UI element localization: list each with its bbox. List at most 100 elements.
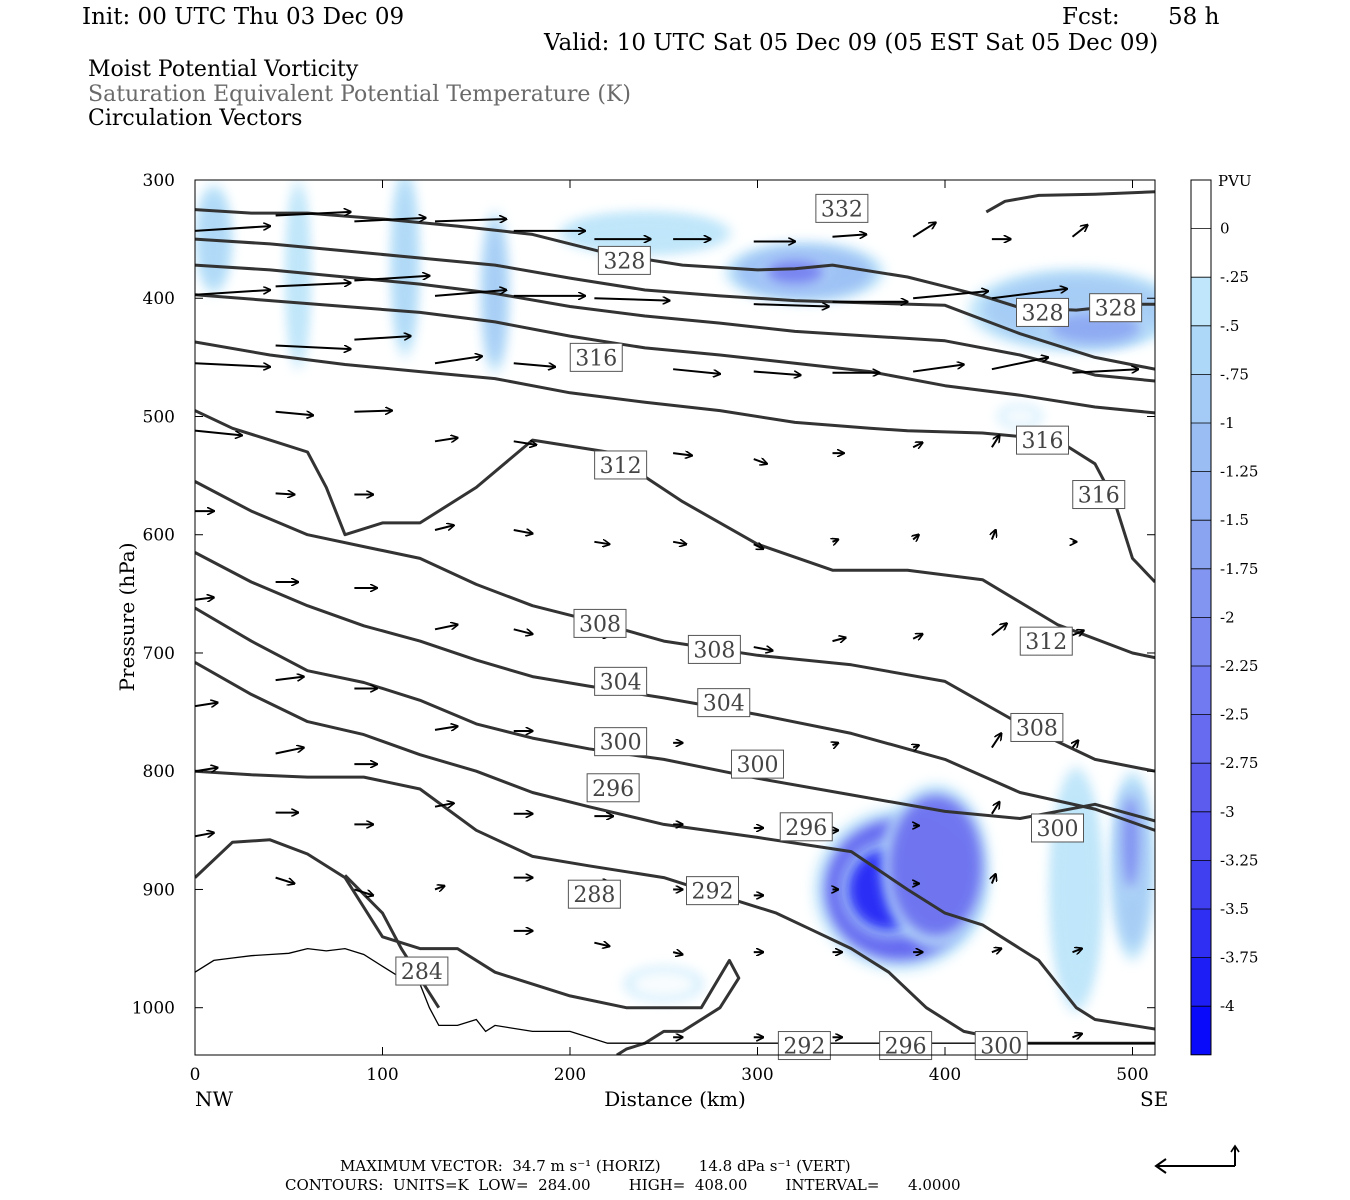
colorbar-swatch [1191,617,1211,666]
contour-label-box [731,749,784,779]
pv-colorbar: 0 -.25 -.5 -.75 -1 -1.25 -1.5 -1.75 -2 -2.25 -2.5 -… [1190,172,1258,1056]
x-end-label-nw: NW [195,1087,234,1111]
contour-label: 288 [573,883,615,908]
contour-label-box [569,342,623,372]
pv-blob [765,259,825,286]
pv-blob [888,794,983,937]
contour-label-box [573,608,627,638]
colorbar-label: -.75 [1220,365,1249,383]
vector-arrow [275,412,314,416]
field-title-vectors: Circulation Vectors [88,106,303,131]
x-tick-label: 100 [366,1065,398,1085]
vector-arrow [275,283,351,288]
colorbar-label: -1.75 [1220,560,1258,578]
vector-arrow [434,290,506,297]
colorbar-swatch [1191,180,1211,229]
contour-label-box [597,245,651,275]
colorbar-swatch [1191,811,1211,861]
y-tick-label: 400 [143,289,175,309]
axes: 300 400 500 600 700 800 900 1000 0 100 200 300 400 50… [115,171,1168,1111]
colorbar-swatch [1191,909,1211,958]
pv-blob [570,215,720,251]
y-axis-title: Pressure (hPa) [115,543,139,692]
contour-label: 300 [1037,817,1079,842]
colorbar-swatch [1191,568,1211,618]
vector-arrow [1073,740,1079,747]
contour-labels: 332 328 328 328 316 316 316 312 312 308 308 308 304 3… [395,193,1143,1061]
pv-blob [630,969,698,999]
vector-arrow [594,943,609,947]
vector-arrow [513,441,537,445]
contour-label: 284 [401,960,443,985]
vector-arrow [913,745,919,747]
contour-label: 308 [579,612,621,637]
vector-arrow [832,234,867,236]
contour-label-box [1031,813,1084,843]
colorbar-swatch [1191,763,1211,812]
contour-label: 304 [703,692,745,717]
vector-arrow [195,833,214,837]
colorbar-swatch [1191,423,1211,472]
vector-arrow [832,638,846,642]
colorbar-swatch [1191,957,1211,1007]
contour-label: 316 [1078,484,1120,509]
contour-label-box [1016,297,1069,327]
vector-arrow [912,364,964,373]
colorbar-swatch [1191,666,1211,715]
theta-e-contour-320 [195,263,1155,383]
vector-arrow [753,544,763,549]
vector-arrow [354,218,425,223]
vector-arrow [275,677,304,681]
forecast-label: Fcst: [1062,4,1120,30]
theta-e-contour-316 [195,340,1155,584]
colorbar-unit: PVU [1218,172,1252,190]
theta-e-contour-296 [195,661,1155,1031]
vector-arrow [434,886,444,890]
theta-e-contour-324 [195,237,1155,371]
contour-label: 328 [603,249,645,274]
vector-arrow [1072,631,1084,636]
contour-label-box [779,812,833,842]
contour-label: 308 [693,638,735,663]
pv-blob [393,180,417,346]
contours-note: CONTOURS: UNITS=K LOW= 284.00 HIGH= 408.… [285,1176,961,1194]
pv-blob [1001,407,1039,426]
vector-arrow [1072,949,1082,953]
vector-arrow [991,733,1001,749]
contour-label: 296 [885,1035,927,1060]
contour-label: 328 [1095,297,1137,322]
theta-e-contour-288 [195,838,741,1055]
contour-label-box [586,773,640,803]
x-tick-label: 0 [190,1065,201,1085]
x-tick-label: 200 [554,1065,586,1085]
vector-arrow [672,952,682,954]
colorbar-label: -2.5 [1220,706,1249,724]
colorbar-label: -4 [1220,997,1235,1015]
field-title-mpv: Moist Potential Vorticity [88,57,359,82]
vector-arrow [991,802,1000,815]
vector-arrow [195,226,270,232]
contour-label-box [567,879,621,909]
contour-label: 316 [575,346,617,371]
forecast-hour: 58 h [1168,4,1220,30]
contour-label-box [1016,425,1069,455]
pv-blob [288,191,308,358]
colorbar-swatch [1191,714,1211,764]
contour-label-box [686,876,739,906]
vector-arrow [275,344,351,350]
colorbar-swatch [1191,374,1211,423]
contour-label-box [1089,293,1143,323]
colorbar-swatch [1191,471,1211,521]
colorbar-label: -1.5 [1220,511,1249,529]
x-tick-label: 500 [1116,1065,1148,1085]
contour-label-box [1019,626,1073,656]
colorbar-swatch [1191,228,1211,278]
vector-arrow [991,289,1067,300]
contour-label: 296 [785,816,827,841]
x-tick-label: 400 [929,1065,961,1085]
theta-e-contours [195,190,1155,1055]
contour-label-box [594,666,648,696]
colorbar-label: -.25 [1220,268,1249,286]
colorbar-swatch [1191,860,1211,909]
vector-arrow [1071,225,1088,238]
